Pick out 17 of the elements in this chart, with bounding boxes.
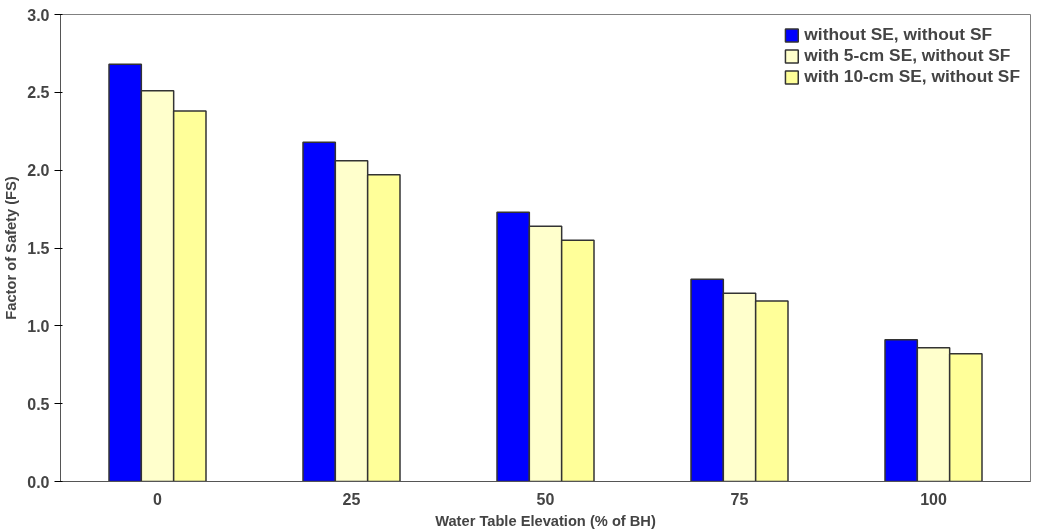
y-tick-label: 2.0 [27,162,50,180]
x-tick-label: 25 [342,490,361,508]
x-tick-label: 0 [153,490,163,508]
y-tick-label: 0.0 [27,473,50,491]
legend-label: with 10-cm SE, without SF [804,66,1020,87]
y-tick-label: 3.0 [27,6,50,24]
y-tick-label: 1.5 [27,240,50,257]
x-tick-label: 75 [730,490,749,508]
x-axis-title: Water Table Elevation (% of BH) [435,512,656,529]
y-tick-label: 1.0 [27,317,50,335]
legend-label: with 5-cm SE, without SF [804,45,1011,66]
y-tick-label: 2.5 [27,84,50,102]
x-tick-label: 100 [920,490,947,508]
legend-label: without SE, without SF [804,24,993,45]
y-tick-label: 0.5 [27,395,50,413]
y-axis-title: Factor of Safety (FS) [3,176,20,320]
x-tick-label: 50 [536,490,555,508]
